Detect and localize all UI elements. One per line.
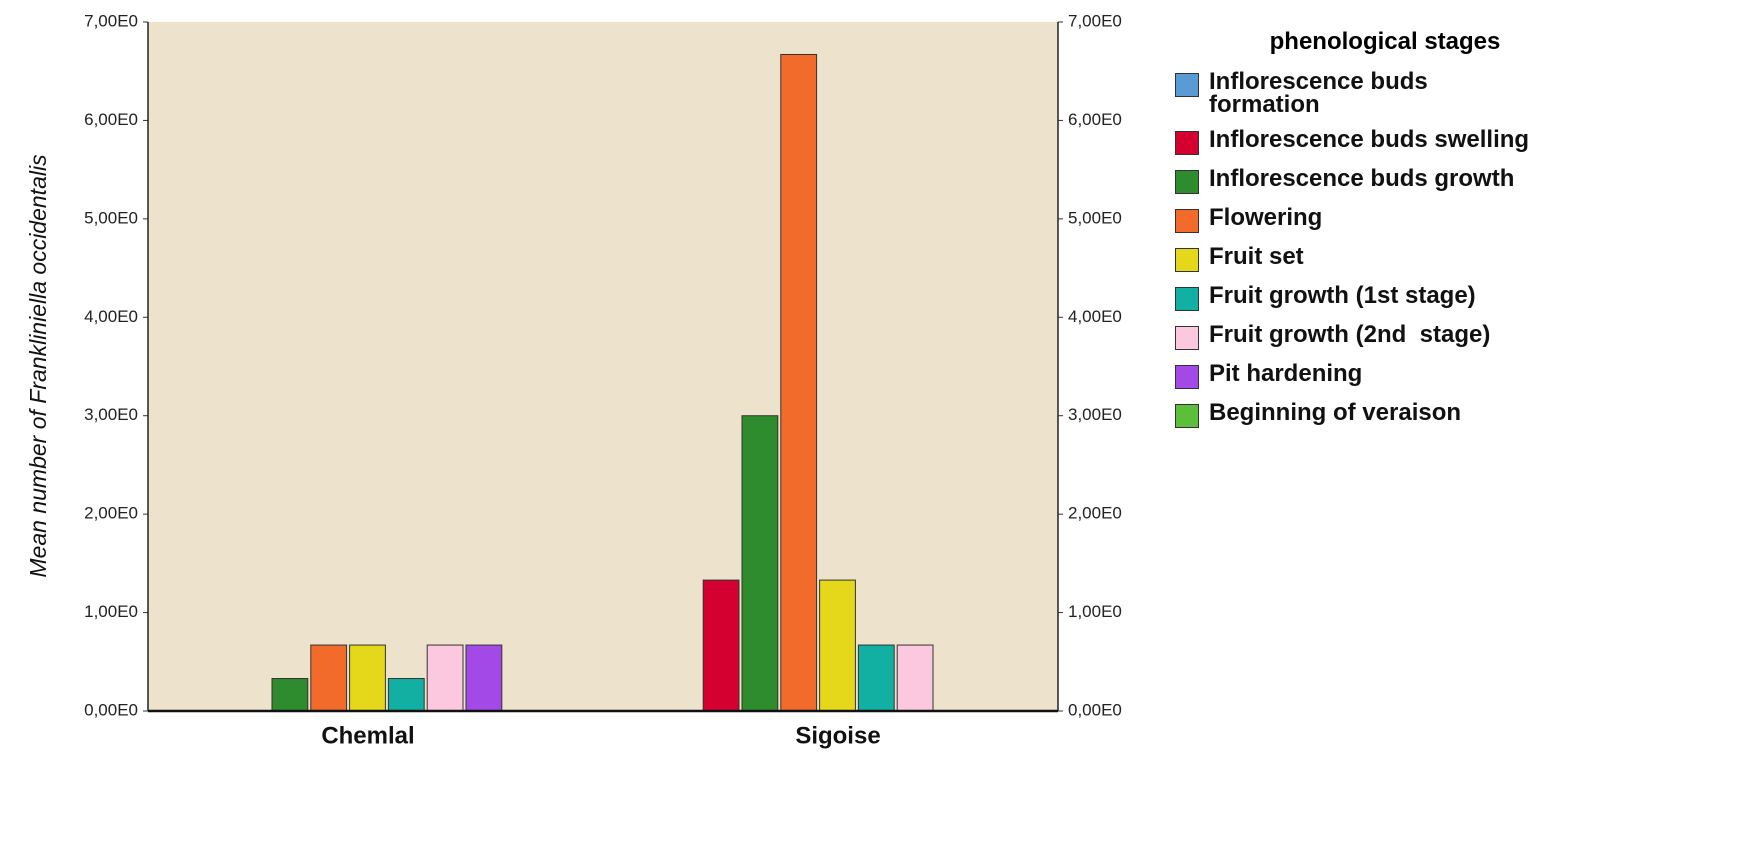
legend-swatch [1175, 404, 1199, 428]
legend-label: Pit hardening [1209, 360, 1363, 387]
y-tick-label: 7,00E0 [84, 11, 138, 30]
legend-swatch [1175, 365, 1199, 389]
legend-label: Fruit growth (1st stage) [1209, 282, 1476, 309]
bar [702, 579, 740, 712]
y2-tick-label: 2,00E0 [1068, 504, 1122, 523]
y2-tick-label: 7,00E0 [1068, 11, 1122, 30]
y-tick-label: 3,00E0 [84, 405, 138, 424]
y2-tick-label: 0,00E0 [1068, 700, 1122, 719]
legend-label: Inflorescence buds swelling [1209, 126, 1530, 153]
x-tick-label: Sigoise [795, 722, 880, 749]
y2-tick-label: 6,00E0 [1068, 110, 1122, 129]
y-tick-label: 6,00E0 [84, 110, 138, 129]
bar [780, 53, 818, 712]
bar [271, 678, 309, 712]
y2-tick-label: 5,00E0 [1068, 208, 1122, 227]
legend-label: Beginning of veraison [1209, 399, 1462, 426]
y-tick-label: 2,00E0 [84, 504, 138, 523]
legend-entry: Pit hardening [1175, 362, 1595, 389]
y-axis-title: Mean number of Frankliniella occidentali… [25, 154, 51, 578]
legend-entry: Fruit set [1175, 245, 1595, 272]
y-tick-label: 4,00E0 [84, 307, 138, 326]
bar [857, 644, 895, 712]
legend-entry: Inflorescence buds formation [1175, 68, 1595, 118]
legend-entry: Fruit growth (2nd stage) [1175, 323, 1595, 350]
legend-entry: Flowering [1175, 206, 1595, 233]
legend: phenological stages Inflorescence buds f… [1175, 28, 1595, 440]
bar [896, 644, 934, 712]
x-tick-label: Chemlal [321, 722, 414, 749]
legend-swatch [1175, 248, 1199, 272]
legend-entry: Fruit growth (1st stage) [1175, 284, 1595, 311]
legend-title: phenological stages [1269, 28, 1501, 55]
legend-swatch [1175, 73, 1199, 97]
y2-tick-label: 1,00E0 [1068, 602, 1122, 621]
legend-swatch [1175, 287, 1199, 311]
bar [349, 644, 386, 712]
bar [465, 644, 503, 712]
legend-label: Flowering [1209, 204, 1323, 231]
legend-label: Fruit set [1209, 243, 1304, 270]
legend-label: Inflorescence buds growth [1209, 165, 1515, 192]
y2-tick-label: 3,00E0 [1068, 405, 1122, 424]
legend-swatch [1175, 326, 1199, 350]
bar [310, 644, 348, 712]
bar [426, 644, 464, 712]
legend-entry: Inflorescence buds swelling [1175, 128, 1595, 155]
legend-swatch [1175, 131, 1199, 155]
legend-entry: Inflorescence buds growth [1175, 167, 1595, 194]
legend-label: Inflorescence buds formation [1209, 68, 1435, 118]
legend-label: Fruit growth (2nd stage) [1209, 321, 1491, 348]
plot-area [148, 22, 1058, 711]
legend-swatch [1175, 170, 1199, 194]
bar [819, 579, 856, 712]
y-tick-label: 0,00E0 [84, 700, 138, 719]
y2-tick-label: 4,00E0 [1068, 307, 1122, 326]
bar [387, 678, 425, 712]
y-tick-label: 5,00E0 [84, 208, 138, 227]
y-tick-label: 1,00E0 [84, 602, 138, 621]
legend-swatch [1175, 209, 1199, 233]
bar [741, 415, 779, 712]
legend-entry: Beginning of veraison [1175, 401, 1595, 428]
